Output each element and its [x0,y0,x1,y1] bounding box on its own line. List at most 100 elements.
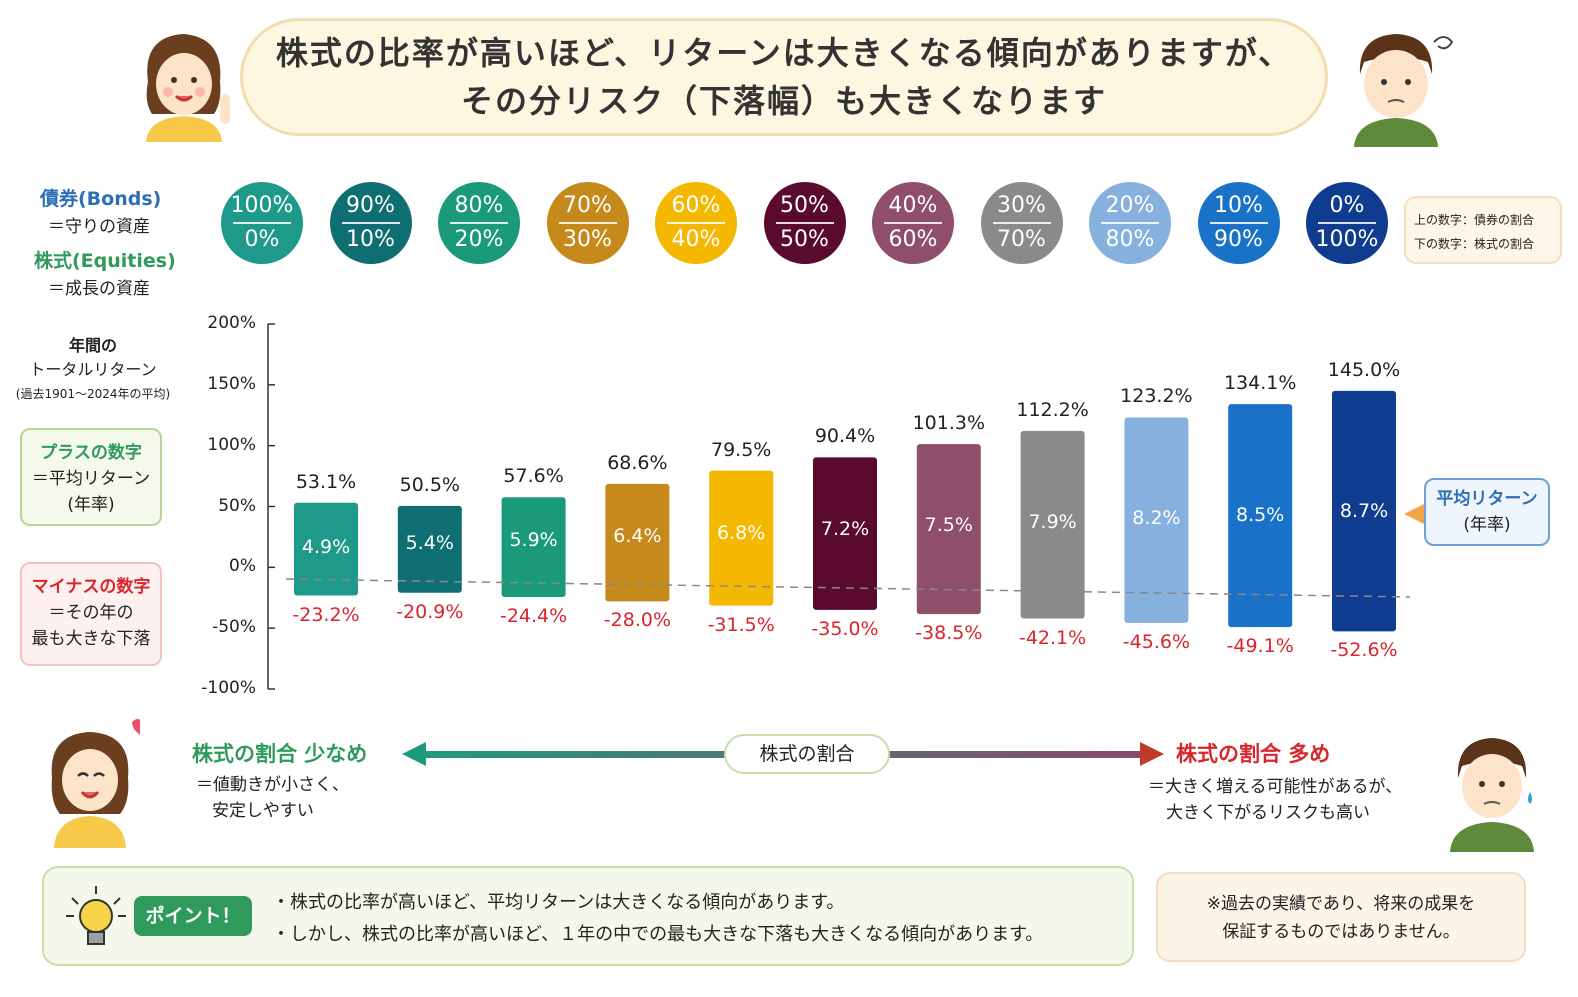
return-range-bar [1228,404,1293,628]
equity-ratio: 20% [454,227,504,252]
bond-ratio: 30% [997,193,1046,218]
equity-ratio: 90% [1214,227,1263,252]
y-axis-title-1: 年間の [68,336,117,355]
less-equity-sub2: 安定しやすい [212,801,314,821]
bar-bottom-label: -45.6% [1122,630,1190,653]
return-range-bar [501,497,566,598]
bar-bottom-label: -28.0% [603,609,671,632]
return-range-bar [916,444,981,615]
bar-top-label: 50.5% [399,473,460,496]
avg-label-2: (年率) [1463,515,1511,535]
title-banner: 株式の比率が高いほど、リターンは大きくなる傾向がありますが、 その分リスク（下落… [240,18,1328,136]
woman-pointing-illustration [146,34,230,142]
plus-explain-box: プラスの数字 ＝平均リターン (年率) [20,428,162,526]
bond-ratio: 80% [454,193,504,218]
equity-ratio: 10% [346,227,395,252]
point-line-1: ・株式の比率が高いほど、平均リターンは大きくなる傾向があります。 [272,892,845,913]
y-axis-title-2: トータルリターン [29,360,157,379]
less-equity-title: 株式の割合 少なめ [192,742,368,766]
bar-top-label: 79.5% [711,438,772,461]
bar-bottom-label: -23.2% [292,603,360,626]
point-line-2: ・しかし、株式の比率が高いほど、１年の中での最も大きな下落も大きくなる傾向があり… [272,924,1044,945]
bar-bottom-label: -38.5% [915,622,983,645]
y-tick-label: 0% [229,556,256,577]
allocation-circle: 30% 70% [980,182,1063,264]
ratio-separator [233,222,291,224]
ratio-separator [341,222,400,224]
bar-average-label: 7.9% [1028,510,1077,533]
y-tick-label: 200% [207,313,256,333]
avg-label-1: 平均リターン [1436,489,1538,509]
plus-title: プラスの数字 [40,443,142,463]
bar-top-label: 134.1% [1223,372,1297,395]
bond-ratio: 60% [671,193,721,218]
return-range-bar [1124,417,1189,623]
man-worried-illustration [1354,34,1454,147]
note-top: 上の数字：債券の割合 [1414,213,1535,227]
ratio-separator [992,222,1051,224]
y-tick-label: -100% [201,678,256,698]
return-range-bar [294,502,358,596]
bond-ratio: 50% [780,193,829,218]
bar-average-label: 8.5% [1236,503,1285,526]
bar-average-label: 5.4% [405,532,454,555]
less-equity-sub1: ＝値動きが小さく、 [196,775,349,795]
minus-sub2: 最も大きな下落 [31,629,151,649]
bar-bottom-label: -52.6% [1330,639,1398,662]
bar-average-label: 7.2% [820,518,870,540]
allocation-circle: 80% 20% [438,182,520,264]
bar-top-label: 68.6% [607,451,668,474]
allocation-circle: 20% 80% [1089,182,1171,264]
ratio-separator [775,222,834,224]
bond-ratio: 10% [1214,193,1263,218]
point-box: ポイント！ ・株式の比率が高いほど、平均リターンは大きくなる傾向があります。 ・… [42,866,1134,966]
bar-bottom-label: -49.1% [1226,635,1294,658]
more-equity-title: 株式の割合 多め [1176,742,1331,766]
plus-sub1: ＝平均リターン [31,469,151,489]
ratio-separator [558,222,617,224]
bond-ratio: 90% [346,193,395,218]
equity-ratio-center-label: 株式の割合 [724,734,890,774]
equity-ratio: 40% [671,227,721,252]
bond-ratio: 20% [1105,193,1155,218]
y-tick-label: 50% [218,495,256,516]
return-range-bar [1332,390,1396,632]
dashed-reference-line [285,578,1411,598]
plus-sub2: (年率) [67,495,115,515]
avg-return-label-box: 平均リターン (年率) [1424,478,1550,546]
bar-bottom-label: -20.9% [396,600,464,623]
ratio-separator [884,222,942,224]
bar-top-label: 145.0% [1327,358,1401,381]
bond-ratio: 100% [230,193,294,218]
equities-sub: ＝成長の資産 [48,279,150,299]
more-equity-sub2: 大きく下がるリスクも高い [1166,803,1370,823]
bar-bottom-label: -31.5% [707,613,775,636]
return-range-bar [813,457,877,610]
bar-top-label: 90.4% [814,425,876,448]
ratio-separator [1209,222,1268,224]
avg-arrow-icon [1404,504,1424,524]
equity-ratio: 0% [244,227,280,252]
return-range-bar [1020,430,1085,619]
bar-average-label: 8.7% [1339,500,1389,522]
disclaimer-line-2: 保証するものではありません。 [1222,922,1460,942]
equity-ratio: 70% [997,227,1046,252]
equities-label: 株式(Equities) [34,250,176,272]
ratio-separator [1101,222,1159,224]
bar-average-label: 6.4% [613,525,662,548]
allocation-circle: 50% 50% [763,182,846,264]
ratio-separator [450,222,508,224]
allocation-circle: 70% 30% [546,182,629,264]
y-tick-label: 100% [207,434,256,455]
return-range-bar [605,483,670,602]
disclaimer-box: ※過去の実績であり、将来の成果を 保証するものではありません。 [1156,872,1526,962]
note-bottom: 下の数字：株式の割合 [1414,237,1535,251]
equity-ratio: 30% [563,227,612,252]
bar-average-label: 6.8% [717,521,766,544]
ratio-separator [1318,222,1376,224]
point-badge: ポイント！ [134,896,252,936]
allocation-note-box: 上の数字：債券の割合 下の数字：株式の割合 [1404,196,1562,264]
bar-top-label: 53.1% [295,470,357,493]
man-thinking-illustration [1450,738,1534,852]
title-line-2: その分リスク（下落幅）も大きくなります [460,82,1107,120]
